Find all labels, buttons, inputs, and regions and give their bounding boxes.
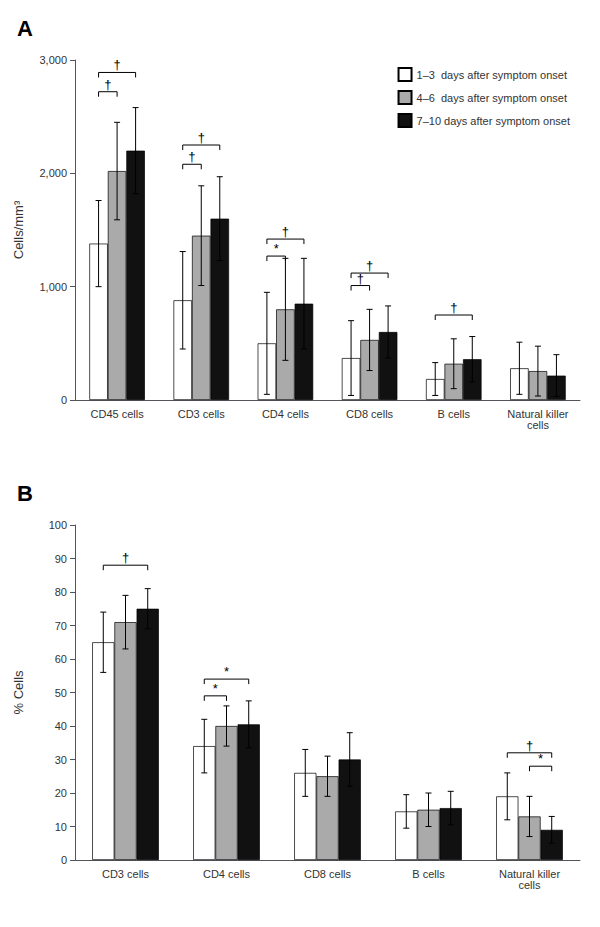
svg-text:CD4 cells: CD4 cells: [203, 868, 251, 880]
svg-text:40: 40: [55, 720, 67, 732]
svg-text:cells: cells: [527, 419, 550, 431]
svg-text:CD8 cells: CD8 cells: [304, 868, 352, 880]
svg-text:60: 60: [55, 653, 67, 665]
svg-text:1,000: 1,000: [39, 281, 67, 293]
svg-text:*: *: [274, 241, 279, 256]
svg-text:*: *: [213, 681, 218, 696]
svg-text:1–3 days after symptom onset: 1–3 days after symptom onset: [417, 69, 567, 81]
svg-text:70: 70: [55, 620, 67, 632]
svg-text:2,000: 2,000: [39, 167, 67, 179]
svg-text:cells: cells: [518, 879, 541, 891]
svg-text:80: 80: [55, 586, 67, 598]
svg-text:3,000: 3,000: [39, 54, 67, 66]
svg-text:CD45 cells: CD45 cells: [90, 408, 144, 420]
svg-text:90: 90: [55, 553, 67, 565]
svg-text:Natural killer: Natural killer: [498, 867, 561, 880]
svg-text:% Cells: % Cells: [11, 670, 26, 715]
svg-text:†: †: [366, 258, 373, 273]
svg-text:B: B: [17, 481, 33, 506]
svg-text:10: 10: [55, 821, 67, 833]
svg-text:0: 0: [61, 854, 67, 866]
svg-text:†: †: [188, 149, 195, 164]
svg-text:*: *: [224, 664, 229, 679]
svg-text:†: †: [122, 550, 129, 565]
svg-text:CD4 cells: CD4 cells: [262, 408, 310, 420]
svg-text:†: †: [113, 57, 120, 72]
svg-text:20: 20: [55, 787, 67, 799]
svg-text:CD3 cells: CD3 cells: [102, 868, 150, 880]
svg-text:50: 50: [55, 687, 67, 699]
svg-text:30: 30: [55, 754, 67, 766]
svg-text:100: 100: [49, 519, 67, 531]
svg-text:*: *: [538, 751, 543, 766]
svg-text:B cells: B cells: [438, 408, 471, 420]
svg-text:†: †: [450, 300, 457, 315]
svg-text:CD3 cells: CD3 cells: [178, 408, 226, 420]
svg-text:A: A: [17, 16, 33, 41]
svg-text:†: †: [104, 77, 111, 92]
svg-text:4–6 days after symptom onset: 4–6 days after symptom onset: [417, 92, 567, 104]
svg-text:†: †: [282, 224, 289, 239]
svg-text:CD8 cells: CD8 cells: [346, 408, 394, 420]
svg-text:†: †: [198, 130, 205, 145]
svg-text:†: †: [526, 738, 533, 753]
svg-text:7–10 days after symptom onset: 7–10 days after symptom onset: [417, 115, 570, 127]
svg-text:Natural killer: Natural killer: [507, 407, 569, 420]
svg-text:Cells/mm³: Cells/mm³: [11, 200, 26, 259]
svg-text:B cells: B cells: [412, 868, 445, 880]
svg-text:0: 0: [61, 394, 67, 406]
